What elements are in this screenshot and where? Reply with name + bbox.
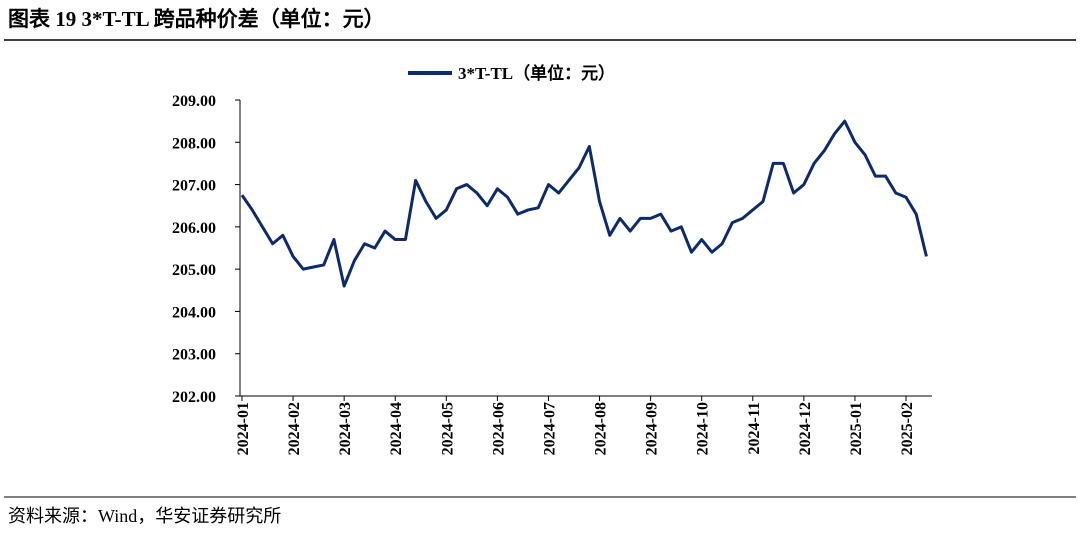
y-tick-label: 206.00 — [172, 220, 216, 237]
legend-label: 3*T-TL（单位：元） — [458, 63, 615, 83]
chart-title: 图表 19 3*T-TL 跨品种价差（单位：元） — [8, 7, 385, 31]
y-tick-label: 202.00 — [172, 389, 216, 406]
x-tick-label: 2024-10 — [695, 402, 712, 455]
x-tick-label: 2025-02 — [899, 402, 916, 455]
x-tick-label: 2024-11 — [746, 402, 763, 454]
x-tick-label: 2024-04 — [388, 402, 405, 455]
x-tick-label: 2025-01 — [848, 402, 865, 455]
y-tick-label: 205.00 — [172, 262, 216, 279]
source: 资料来源：Wind，华安证券研究所 — [8, 506, 281, 526]
y-tick-label: 203.00 — [172, 347, 216, 364]
x-tick-label: 2024-07 — [541, 402, 558, 455]
y-tick-label: 208.00 — [172, 135, 216, 152]
line — [240, 119, 928, 288]
x-tick-label: 2024-02 — [286, 402, 303, 455]
x-tick-label: 2024-12 — [797, 402, 814, 455]
y-tick-label: 207.00 — [172, 178, 216, 195]
x-tick-label: 2024-03 — [337, 402, 354, 455]
x-tick-label: 2024-09 — [644, 402, 661, 455]
x-tick-label: 2024-01 — [235, 402, 252, 455]
y-tick-label: 209.00 — [172, 93, 216, 110]
x-tick-label: 2024-06 — [490, 402, 507, 455]
x-tick-label: 2024-05 — [439, 402, 456, 455]
y-tick-label: 204.00 — [172, 304, 216, 321]
x-tick-label: 2024-08 — [593, 402, 610, 455]
